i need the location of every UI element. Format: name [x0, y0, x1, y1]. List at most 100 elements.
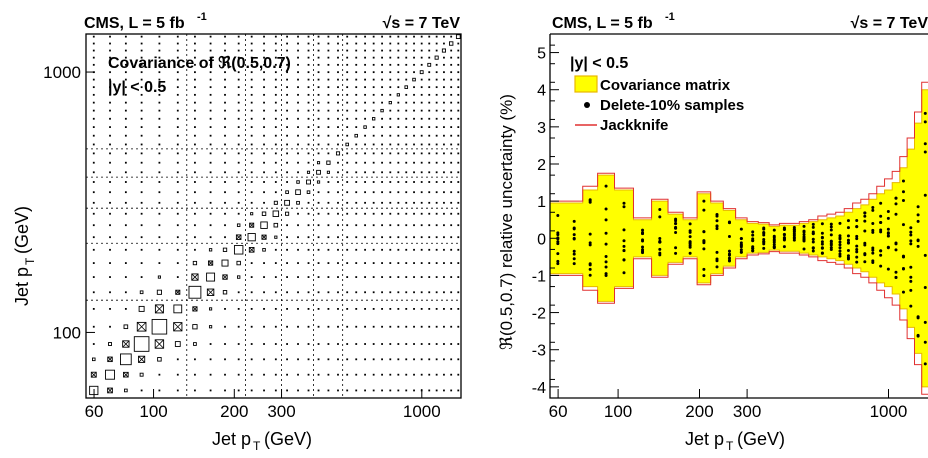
heatmap-cell [206, 288, 215, 296]
heatmap-cell [297, 236, 299, 239]
heatmap-cell [346, 63, 349, 66]
delete10-point [739, 227, 743, 231]
heatmap-cell [109, 181, 111, 183]
delete10-point [792, 233, 796, 237]
heatmap-cell [413, 56, 415, 59]
heatmap-cell [307, 262, 310, 264]
heatmap-cell [123, 324, 129, 330]
delete10-point [674, 251, 678, 255]
heatmap-cell [158, 49, 161, 52]
heatmap-cell [405, 307, 408, 310]
heatmap-cell [92, 262, 95, 264]
heatmap-cell [248, 247, 255, 253]
heatmap-cell [108, 342, 112, 346]
heatmap-cell [274, 143, 277, 146]
delete10-point [838, 234, 842, 238]
heatmap-cell [209, 389, 212, 392]
heatmap-cell [224, 126, 226, 129]
heatmap-cell [307, 291, 310, 294]
heatmap-cell [109, 325, 111, 328]
heatmap-cell [450, 101, 453, 104]
delete10-point [702, 199, 706, 203]
heatmap-cell [457, 117, 460, 120]
heatmap-cell [221, 259, 229, 267]
heatmap-cell [457, 109, 460, 112]
heatmap-cell [443, 126, 445, 129]
delete10-point [658, 247, 662, 251]
heatmap-cell [209, 201, 212, 204]
delete10-point [751, 246, 755, 250]
heatmap-cell [286, 358, 288, 361]
heatmap-cell [224, 49, 226, 52]
legend-item-jackknife: Jackknife [575, 117, 668, 134]
heatmap-cell [317, 248, 320, 251]
heatmap-cell [364, 63, 366, 66]
heatmap-cell [250, 307, 253, 310]
heatmap-cell [372, 325, 375, 328]
heatmap-cell [158, 181, 161, 183]
heatmap-cell [250, 181, 253, 183]
heatmap-cell [286, 236, 288, 239]
heatmap-cell [306, 190, 311, 194]
legend-label-covariance: Covariance matrix [600, 77, 731, 94]
heatmap-cell [124, 291, 127, 294]
heatmap-cell [381, 248, 383, 251]
heatmap-cell [355, 78, 358, 81]
heatmap-cell [435, 78, 438, 81]
heatmap-cell [274, 86, 277, 89]
heatmap-cell [364, 307, 366, 310]
heatmap-cell [297, 224, 299, 227]
heatmap-cell [355, 42, 358, 45]
heatmap-cell [450, 224, 453, 227]
delete10-point [782, 245, 786, 249]
delete10-point [641, 228, 645, 232]
heatmap-cell [450, 248, 453, 251]
heatmap-cell [372, 389, 375, 392]
heatmap-cell [297, 291, 299, 294]
heatmap-cell [420, 117, 423, 120]
heatmap-cell [237, 117, 240, 120]
heatmap-cell [413, 143, 415, 146]
heatmap-cell [286, 343, 288, 345]
heatmap-cell [396, 93, 400, 97]
heatmap-cell [274, 248, 277, 251]
delete10-point [916, 219, 920, 223]
heatmap-cell [381, 143, 383, 146]
delete10-point [811, 222, 815, 226]
heatmap-cell [209, 93, 212, 96]
heatmap-cell [346, 373, 349, 376]
heatmap-cell [263, 71, 265, 74]
delete10-point [588, 241, 592, 245]
heatmap-cell [381, 191, 383, 194]
heatmap-cell [346, 71, 349, 74]
heatmap-cell [194, 181, 196, 183]
heatmap-cell [346, 35, 349, 38]
heatmap-cell [397, 117, 400, 120]
heatmap-cell [317, 78, 320, 81]
heatmap-cell [209, 212, 212, 215]
delete10-point [674, 246, 678, 250]
delete10-point [802, 247, 806, 251]
heatmap-cell [450, 49, 453, 52]
heatmap-cell [355, 71, 358, 74]
heatmap-cell [457, 181, 460, 183]
heatmap-cell [139, 290, 144, 295]
heatmap-cell [327, 49, 330, 52]
delete10-point [782, 232, 786, 236]
heatmap-cell [372, 161, 375, 164]
heatmap-cell [420, 126, 423, 129]
heatmap-cell [92, 212, 95, 215]
delete10-point [855, 219, 859, 223]
delete10-point [909, 242, 913, 246]
delete10-point [894, 196, 898, 200]
delete10-point [894, 202, 898, 206]
heatmap-cell [296, 180, 300, 184]
heatmap-cell [450, 63, 453, 66]
heatmap-cell [124, 49, 127, 52]
delete10-point [588, 273, 592, 277]
heatmap-cell [364, 276, 366, 278]
heatmap-cell [457, 191, 460, 194]
heatmap-cell [92, 35, 95, 38]
heatmap-cell [346, 56, 349, 59]
heatmap-cell [316, 180, 321, 184]
